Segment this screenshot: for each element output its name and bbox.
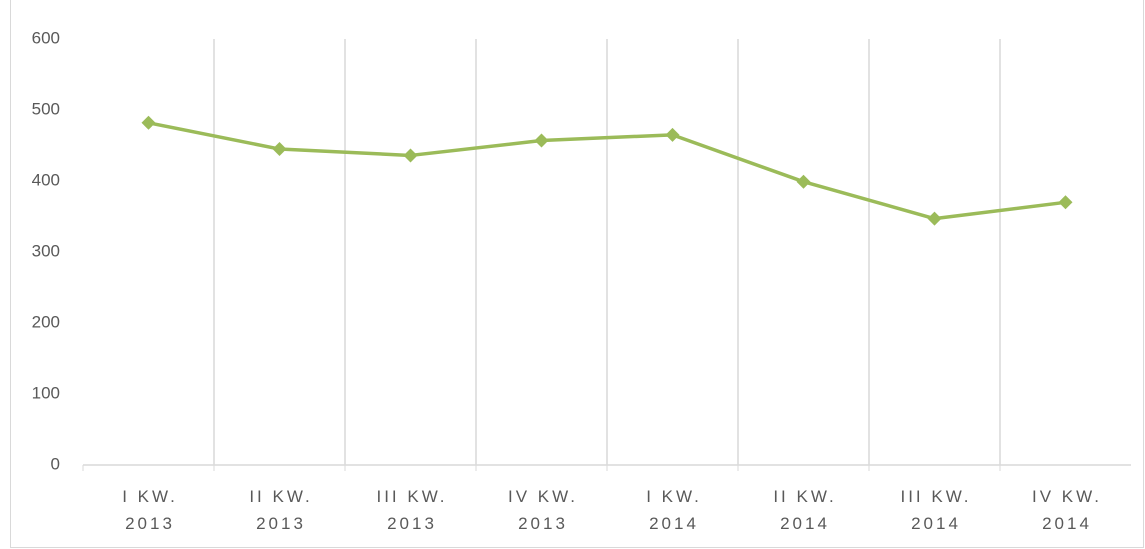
x-tick-label: II KW. 2013 bbox=[249, 487, 312, 533]
line bbox=[148, 121, 1066, 221]
y-tick-label: 0 bbox=[51, 454, 60, 473]
chart-frame bbox=[10, 0, 1144, 548]
marker bbox=[927, 211, 942, 226]
x-tick-label-line: III KW. bbox=[900, 487, 971, 506]
marker bbox=[796, 174, 811, 189]
x-tick-label: I KW. 2014 bbox=[646, 487, 702, 533]
x-tick-label-line: 2014 bbox=[649, 514, 699, 533]
x-tick-label: II KW. 2014 bbox=[773, 487, 836, 533]
y-tick-label: 300 bbox=[32, 241, 60, 260]
x-tick-label-line: 2014 bbox=[911, 514, 961, 533]
x-tick-label: III KW. 2014 bbox=[900, 487, 971, 533]
y-tick-label: 600 bbox=[32, 28, 60, 47]
x-tick-label-line: II KW. bbox=[773, 487, 836, 506]
y-tick-label: 200 bbox=[32, 312, 60, 331]
x-tick-label-line: II KW. bbox=[249, 487, 312, 506]
marker bbox=[665, 127, 680, 142]
y-tick-label: 100 bbox=[32, 383, 60, 402]
marker bbox=[403, 148, 418, 163]
marker bbox=[534, 133, 549, 148]
x-tick-label-line: 2013 bbox=[387, 514, 437, 533]
x-tick-label-line: IV KW. bbox=[1032, 487, 1102, 506]
x-tick-label-line: I KW. bbox=[122, 487, 178, 506]
x-tick-label-line: 2013 bbox=[125, 514, 175, 533]
x-tick-label-line: 2014 bbox=[1042, 514, 1092, 533]
x-tick-label-line: IV KW. bbox=[508, 487, 578, 506]
x-tick-label-line: 2013 bbox=[518, 514, 568, 533]
marker bbox=[141, 115, 156, 130]
marker bbox=[1058, 195, 1073, 210]
x-tick-label: III KW. 2013 bbox=[376, 487, 447, 533]
x-tick-label-line: I KW. bbox=[646, 487, 702, 506]
x-tick-label-line: 2013 bbox=[256, 514, 306, 533]
x-tick-label-line: III KW. bbox=[376, 487, 447, 506]
x-tick-label: I KW. 2013 bbox=[122, 487, 178, 533]
y-tick-label: 500 bbox=[32, 99, 60, 118]
x-tick-label: IV KW. 2014 bbox=[1032, 487, 1102, 533]
x-tick-label-line: 2014 bbox=[780, 514, 830, 533]
x-tick-label: IV KW. 2013 bbox=[508, 487, 578, 533]
marker bbox=[272, 142, 287, 157]
y-tick-label: 400 bbox=[32, 170, 60, 189]
